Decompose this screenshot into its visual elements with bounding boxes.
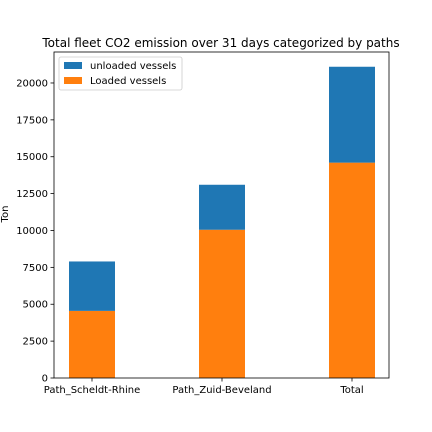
legend-label-0: unloaded vessels	[90, 61, 176, 72]
plot-area-frame	[53, 51, 390, 379]
x-tick-label-2: Total	[339, 385, 363, 396]
bar-unloaded-2	[329, 66, 375, 163]
legend-label-1: Loaded vessels	[90, 76, 166, 87]
x-tick-label-1: Path_Zuid-Beveland	[172, 385, 271, 396]
x-axis-ticks: Path_Scheldt-Rhine Path_Zuid-Beveland Tota…	[44, 378, 364, 396]
legend: unloaded vessels Loaded vessels	[58, 56, 183, 91]
y-tick-label-0: 0	[42, 374, 48, 385]
y-tick-label-8: 20000	[16, 78, 48, 89]
y-axis-label: Ton	[0, 206, 11, 224]
bar-loaded-1	[199, 229, 245, 378]
y-tick-label-5: 12500	[16, 189, 48, 200]
y-axis-ticks: 0 2500 5000 7500 10000 12500 15000 17500 20000	[16, 78, 54, 385]
legend-swatch-0	[64, 62, 82, 69]
bars-layer	[69, 66, 375, 378]
legend-swatch-1	[64, 77, 82, 84]
y-tick-label-3: 7500	[23, 263, 48, 274]
y-tick-label-7: 17500	[16, 115, 48, 126]
y-tick-label-2: 5000	[23, 300, 48, 311]
y-tick-label-6: 15000	[16, 152, 48, 163]
bar-unloaded-0	[69, 261, 115, 311]
bar-loaded-2	[329, 162, 375, 378]
x-tick-label-0: Path_Scheldt-Rhine	[44, 385, 141, 396]
y-tick-label-4: 10000	[16, 226, 48, 237]
bar-unloaded-1	[199, 184, 245, 230]
legend-box	[58, 56, 183, 91]
y-tick-label-1: 2500	[23, 337, 48, 348]
chart-title: Total fleet CO2 emission over 31 days ca…	[41, 36, 399, 50]
bar-loaded-0	[69, 310, 115, 378]
